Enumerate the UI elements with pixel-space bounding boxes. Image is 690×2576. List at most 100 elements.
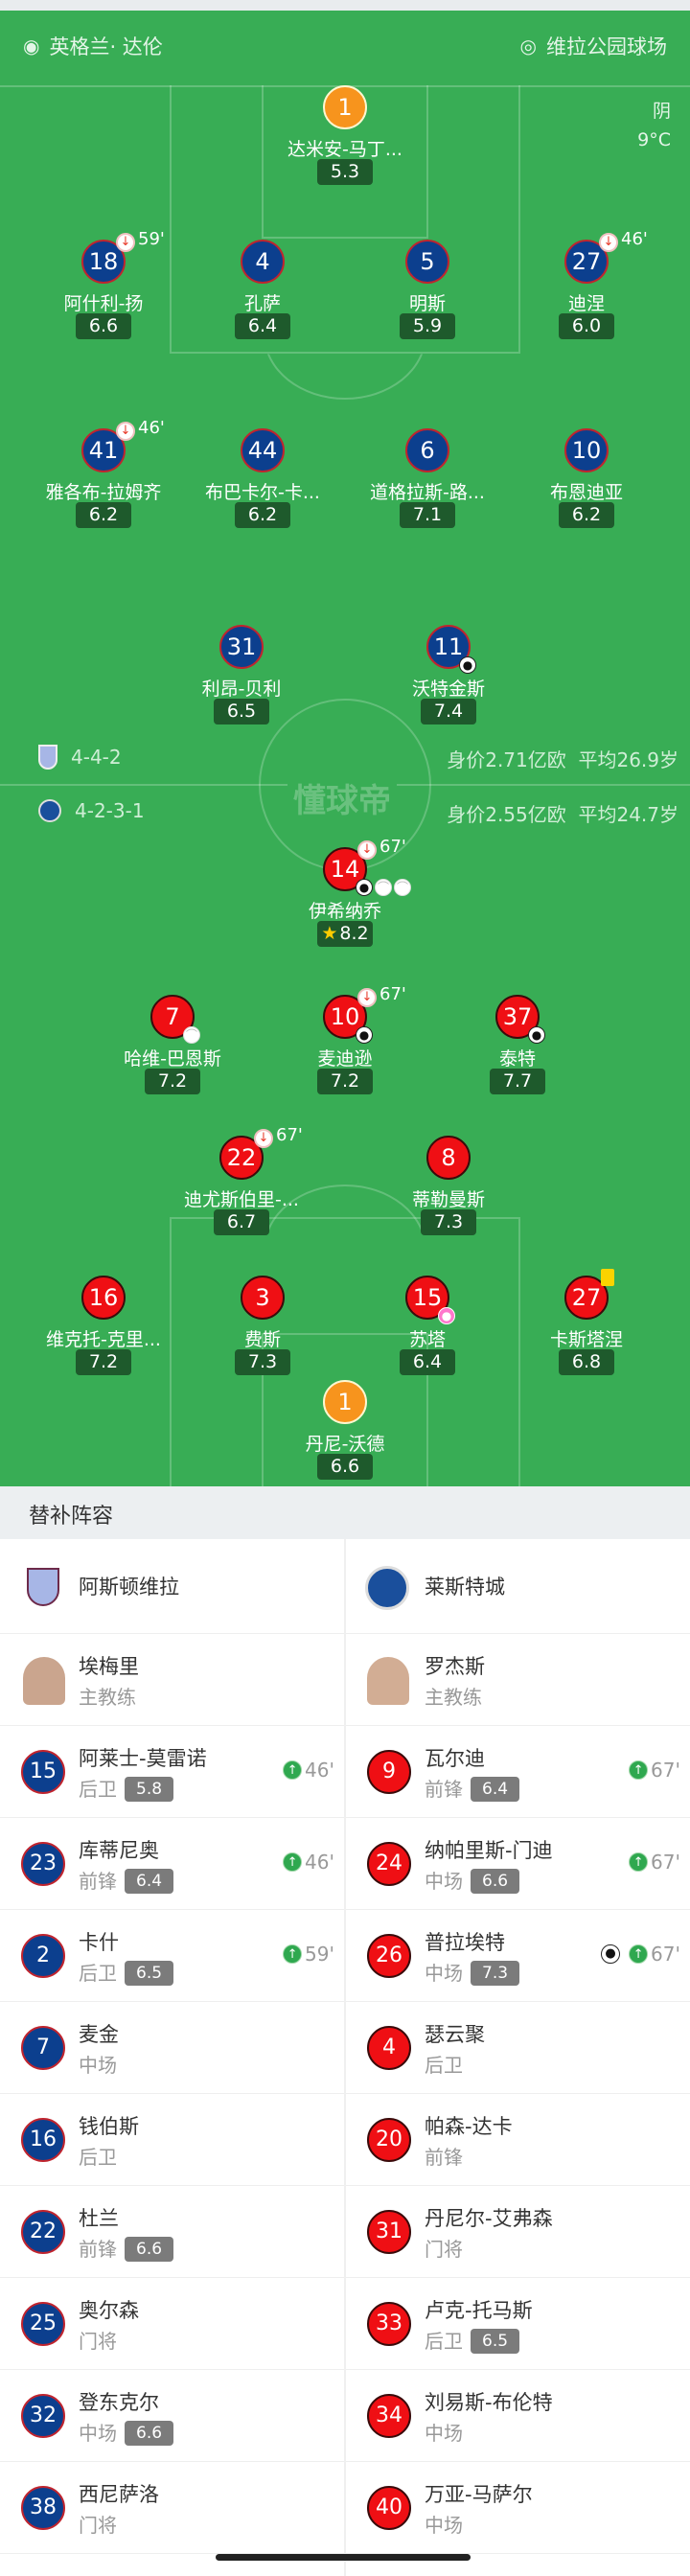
player-position: 前锋 6.4 — [79, 1866, 174, 1894]
away-team-row[interactable]: 莱斯特城 — [346, 1539, 690, 1634]
aston-villa-logo-icon — [38, 745, 58, 770]
substitute-row[interactable]: 25 奥尔森 门将 — [0, 2278, 344, 2370]
sub-off-minute: 46' — [621, 229, 648, 249]
player-rating: 7.2 — [76, 1349, 131, 1375]
goal-icon: ● — [356, 879, 373, 896]
home-team-row[interactable]: 阿斯顿维拉 — [0, 1539, 344, 1634]
player-name: 刘易斯-布伦特 — [425, 2391, 553, 2414]
player-position: 中场 6.6 — [425, 1866, 520, 1894]
player-rating: 6.4 — [471, 1777, 520, 1802]
jersey-number: 23 — [21, 1842, 65, 1886]
player-name: 哈维-巴恩斯 — [124, 1048, 221, 1070]
player-rating: 5.3 — [317, 159, 373, 185]
assist-icon: ⌒ — [183, 1026, 200, 1044]
substitute-row[interactable]: 22 杜兰 前锋 6.6 — [0, 2186, 344, 2278]
substitute-row[interactable]: 33 卢克-托马斯 后卫 6.5 — [346, 2278, 690, 2370]
sub-off-icon: ↓ — [357, 988, 377, 1007]
position-text: 后卫 — [79, 2146, 117, 2169]
player-name: 道格拉斯-路... — [370, 482, 485, 503]
substitute-row[interactable]: 4 瑟云聚 后卫 — [346, 2002, 690, 2094]
substitute-row[interactable]: 23 库蒂尼奥 前锋 6.4 ↑ 46' — [0, 1818, 344, 1910]
substitute-row[interactable]: 2 卡什 后卫 6.5 ↑ 59' — [0, 1910, 344, 2002]
team-value: 身价2.71亿欧 — [447, 748, 566, 771]
position-text: 门将 — [425, 2238, 463, 2261]
sub-in-icon: ↑ — [629, 1944, 649, 1964]
jersey-number: 31 — [367, 2210, 411, 2254]
substitute-row[interactable]: 38 西尼萨洛 门将 — [0, 2462, 344, 2554]
player-rating: 6.6 — [125, 2237, 174, 2262]
jersey-number: 5 — [405, 240, 449, 284]
player-rating: ★ 8.2 — [317, 921, 373, 947]
player-name: 达米安-马丁... — [288, 139, 402, 160]
jersey-number: 2 — [21, 1934, 65, 1978]
player-rating: 6.2 — [559, 502, 614, 528]
player-name: 万亚-马萨尔 — [425, 2483, 533, 2506]
player-name: 阿什利-扬 — [63, 293, 144, 314]
substitute-row[interactable]: 16 钱伯斯后卫 — [0, 2094, 344, 2186]
team-value: 身价2.55亿欧 — [447, 803, 566, 826]
substitute-row[interactable]: 40 万亚-马萨尔 中场 — [346, 2462, 690, 2554]
player-name: 利昂-贝利 — [201, 678, 282, 700]
substitutes-header: 替补阵容 — [0, 1486, 690, 1539]
player-name: 迪涅 — [567, 293, 605, 314]
weather: 阴 9°C — [637, 97, 671, 154]
substitute-row[interactable]: 34 刘易斯-布伦特 中场 — [346, 2370, 690, 2462]
player-position: 后卫 6.5 — [425, 2326, 520, 2354]
jersey-number: 15 — [21, 1750, 65, 1794]
away-coach-row[interactable]: 罗杰斯 主教练 — [346, 1634, 690, 1726]
jersey-number: 11 — [426, 625, 471, 669]
coach-name: 埃梅里 — [79, 1655, 139, 1678]
position-text: 中场 — [79, 2422, 117, 2445]
player-position: 中场 6.6 — [79, 2418, 174, 2446]
jersey-number: 24 — [367, 1842, 411, 1886]
jersey-number: 4 — [241, 240, 285, 284]
stadium-name: 维拉公园球场 — [546, 35, 667, 58]
rating-value: 5.9 — [412, 315, 443, 336]
rating-value: 7.1 — [412, 504, 443, 525]
player-name: 雅各布-拉姆齐 — [45, 482, 162, 503]
team-name: 阿斯顿维拉 — [79, 1576, 179, 1598]
substitute-row[interactable]: 9 瓦尔迪 前锋 6.4 ↑ 67' — [346, 1726, 690, 1818]
jersey-number: 31 — [219, 625, 264, 669]
substitute-row[interactable]: 7 麦金 中场 — [0, 2002, 344, 2094]
rating-value: 6.7 — [226, 1211, 257, 1232]
jersey-number: 16 — [21, 2118, 65, 2162]
home-coach-row[interactable]: 埃梅里 主教练 — [0, 1634, 344, 1726]
player-rating: 7.7 — [490, 1069, 545, 1094]
coach-role: 主教练 — [79, 1686, 136, 1709]
rating-value: 7.2 — [88, 1351, 119, 1372]
rating-value: 6.2 — [88, 504, 119, 525]
player-rating: 7.3 — [471, 1961, 520, 1986]
aston-villa-logo-icon — [27, 1568, 59, 1606]
substitute-row[interactable]: 20 帕森-达卡 前锋 — [346, 2094, 690, 2186]
substitute-row[interactable]: 31 丹尼尔-艾弗森 门将 — [346, 2186, 690, 2278]
substitute-row[interactable]: 15 阿莱士-莫雷诺 后卫 5.8 ↑ 46' — [0, 1726, 344, 1818]
sub-in-minute: 67' — [651, 1759, 680, 1782]
substitute-row[interactable]: 32 登东克尔 中场 6.6 — [0, 2370, 344, 2462]
player-name: 钱伯斯 — [79, 2115, 139, 2138]
home-value: 身价2.71亿欧 平均26.9岁 — [447, 745, 678, 772]
rating-value: 6.2 — [571, 504, 602, 525]
watermark: 懂球帝 — [288, 774, 397, 821]
position-text: 前锋 — [425, 2146, 463, 2169]
jersey-number: 10 — [564, 428, 609, 472]
player-position: 中场 — [79, 2050, 117, 2078]
substitute-row[interactable]: 24 纳帕里斯-门迪 中场 6.6 ↑ 67' — [346, 1818, 690, 1910]
player-position: 后卫 — [79, 2142, 117, 2170]
temperature: 9°C — [637, 129, 671, 150]
jersey-number: 38 — [21, 2486, 65, 2530]
rating-value: 7.7 — [502, 1070, 533, 1092]
jersey-number: 3 — [241, 1276, 285, 1320]
referee-info: ◉ 英格兰· 达伦 — [23, 32, 163, 60]
jersey-number: 18 — [81, 240, 126, 284]
player-rating: 6.6 — [317, 1454, 373, 1480]
stadium-info: ◎ 维拉公园球场 — [520, 32, 667, 60]
formation-text: 4-4-2 — [71, 746, 122, 769]
player-name: 伊希纳乔 — [308, 901, 381, 922]
player-name: 瑟云聚 — [425, 2023, 485, 2046]
rating-value: 6.2 — [247, 504, 278, 525]
home-indicator[interactable] — [216, 2554, 471, 2561]
leicester-logo-icon — [38, 799, 61, 822]
substitute-row[interactable]: 26 普拉埃特 中场 7.3 ● ↑ 67' — [346, 1910, 690, 2002]
jersey-number: 32 — [21, 2394, 65, 2438]
